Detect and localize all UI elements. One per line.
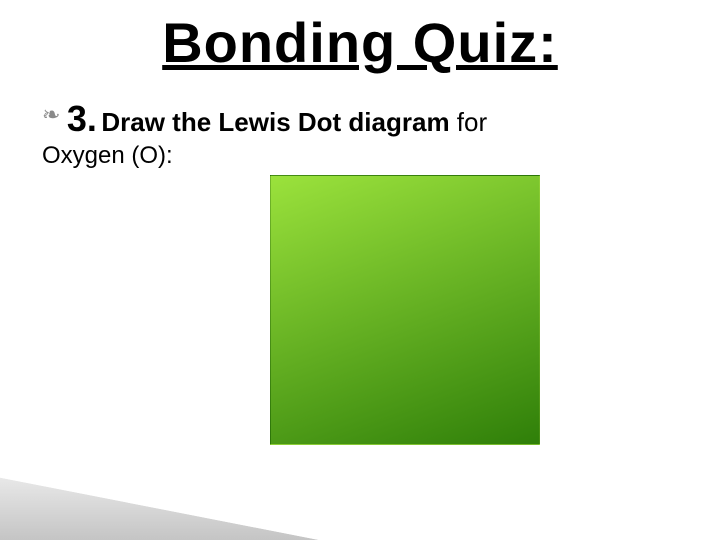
- slide-title: Bonding Quiz:: [0, 10, 720, 75]
- question-subject: Oxygen (O):: [42, 142, 662, 170]
- instruction-rest-part: for: [450, 107, 488, 137]
- question-block: ❧ 3. Draw the Lewis Dot diagram for Oxyg…: [42, 98, 662, 170]
- question-instruction: Draw the Lewis Dot diagram for: [101, 107, 487, 137]
- slide: Bonding Quiz: ❧ 3. Draw the Lewis Dot di…: [0, 0, 720, 540]
- question-number: 3.: [67, 98, 97, 139]
- bullet-icon: ❧: [42, 104, 60, 126]
- instruction-bold-part: Draw the Lewis Dot diagram: [101, 107, 449, 137]
- answer-box: [270, 175, 540, 445]
